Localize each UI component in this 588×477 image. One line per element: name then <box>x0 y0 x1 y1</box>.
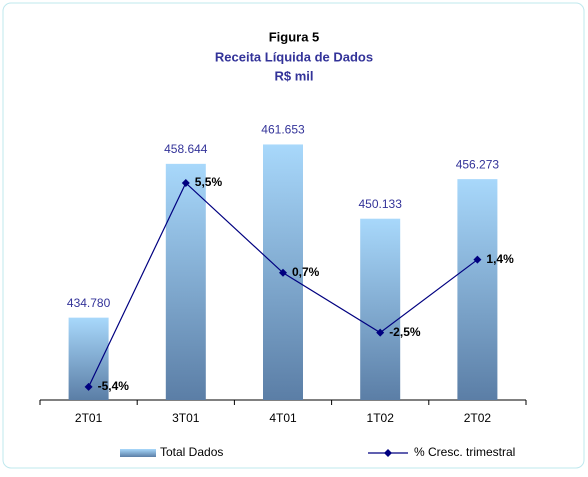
bar-value-label: 456.273 <box>456 157 500 171</box>
line-marker <box>181 178 190 187</box>
x-tick-label: 2T01 <box>75 411 103 425</box>
line-value-label: 0,7% <box>292 265 320 279</box>
line-marker <box>84 382 93 391</box>
chart-subtitle: Receita Líquida de Dados <box>215 49 373 64</box>
legend-label: Total Dados <box>160 445 223 459</box>
x-tick-label: 2T02 <box>464 411 492 425</box>
bar-value-label: 434.780 <box>67 296 111 310</box>
bar <box>360 218 401 400</box>
line-value-label: 5,5% <box>195 175 223 189</box>
bar-value-label: 461.653 <box>261 123 305 137</box>
line-value-label: -5,4% <box>98 379 130 393</box>
line-marker <box>376 328 385 337</box>
chart-title: Figura 5 <box>269 29 320 44</box>
line-marker <box>279 268 287 277</box>
x-tick-label: 1T02 <box>367 411 395 425</box>
chart-unit: R$ mil <box>274 68 313 83</box>
x-tick-label: 3T01 <box>172 411 200 425</box>
x-tick-label: 4T01 <box>269 411 297 425</box>
bar <box>165 163 206 400</box>
bar <box>457 179 498 400</box>
legend-marker <box>384 449 392 457</box>
line-value-label: 1,4% <box>486 252 514 266</box>
line-value-label: -2,5% <box>389 325 421 339</box>
legend-label: % Cresc. trimestral <box>414 445 515 459</box>
line-marker <box>473 255 482 264</box>
bar-value-label: 450.133 <box>359 197 403 211</box>
bar-value-label: 458.644 <box>164 142 208 156</box>
legend-swatch <box>120 449 156 457</box>
